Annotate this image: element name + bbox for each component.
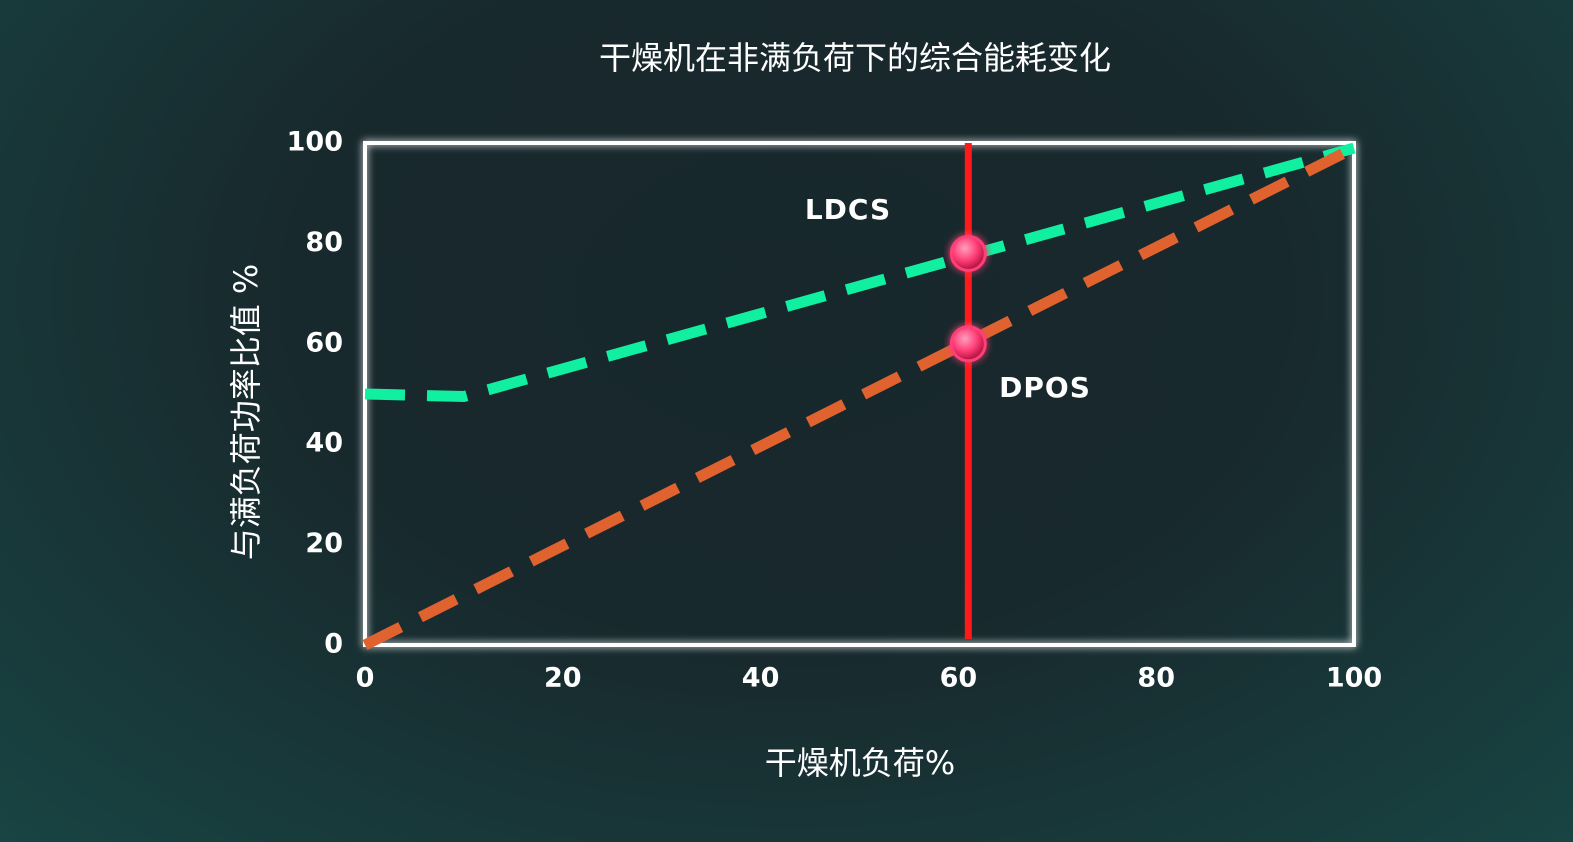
- y-tick-label: 20: [305, 528, 343, 559]
- series-line: [364, 142, 1356, 403]
- chart-title: 干燥机在非满负荷下的综合能耗变化: [599, 39, 1111, 77]
- x-tick-label: 20: [544, 663, 582, 694]
- y-tick-label: 0: [324, 629, 343, 660]
- y-tick-label: 60: [305, 327, 343, 358]
- x-tick-label: 100: [1326, 663, 1382, 694]
- x-tick-label: 0: [356, 663, 375, 694]
- x-tick-label: 80: [1137, 663, 1175, 694]
- highlight-point: [949, 234, 987, 272]
- series-annotation: LDCS: [805, 193, 891, 226]
- x-tick-label: 60: [940, 663, 978, 694]
- x-axis-label: 干燥机负荷%: [765, 744, 955, 782]
- series-annotation: DPOS: [999, 371, 1091, 404]
- highlight-point: [949, 325, 987, 363]
- y-tick-label: 100: [287, 127, 343, 158]
- y-tick-label: 40: [305, 428, 343, 459]
- y-tick-label: 80: [305, 227, 343, 258]
- y-axis-label: 与满负荷功率比值 %: [227, 264, 265, 561]
- x-tick-label: 40: [742, 663, 780, 694]
